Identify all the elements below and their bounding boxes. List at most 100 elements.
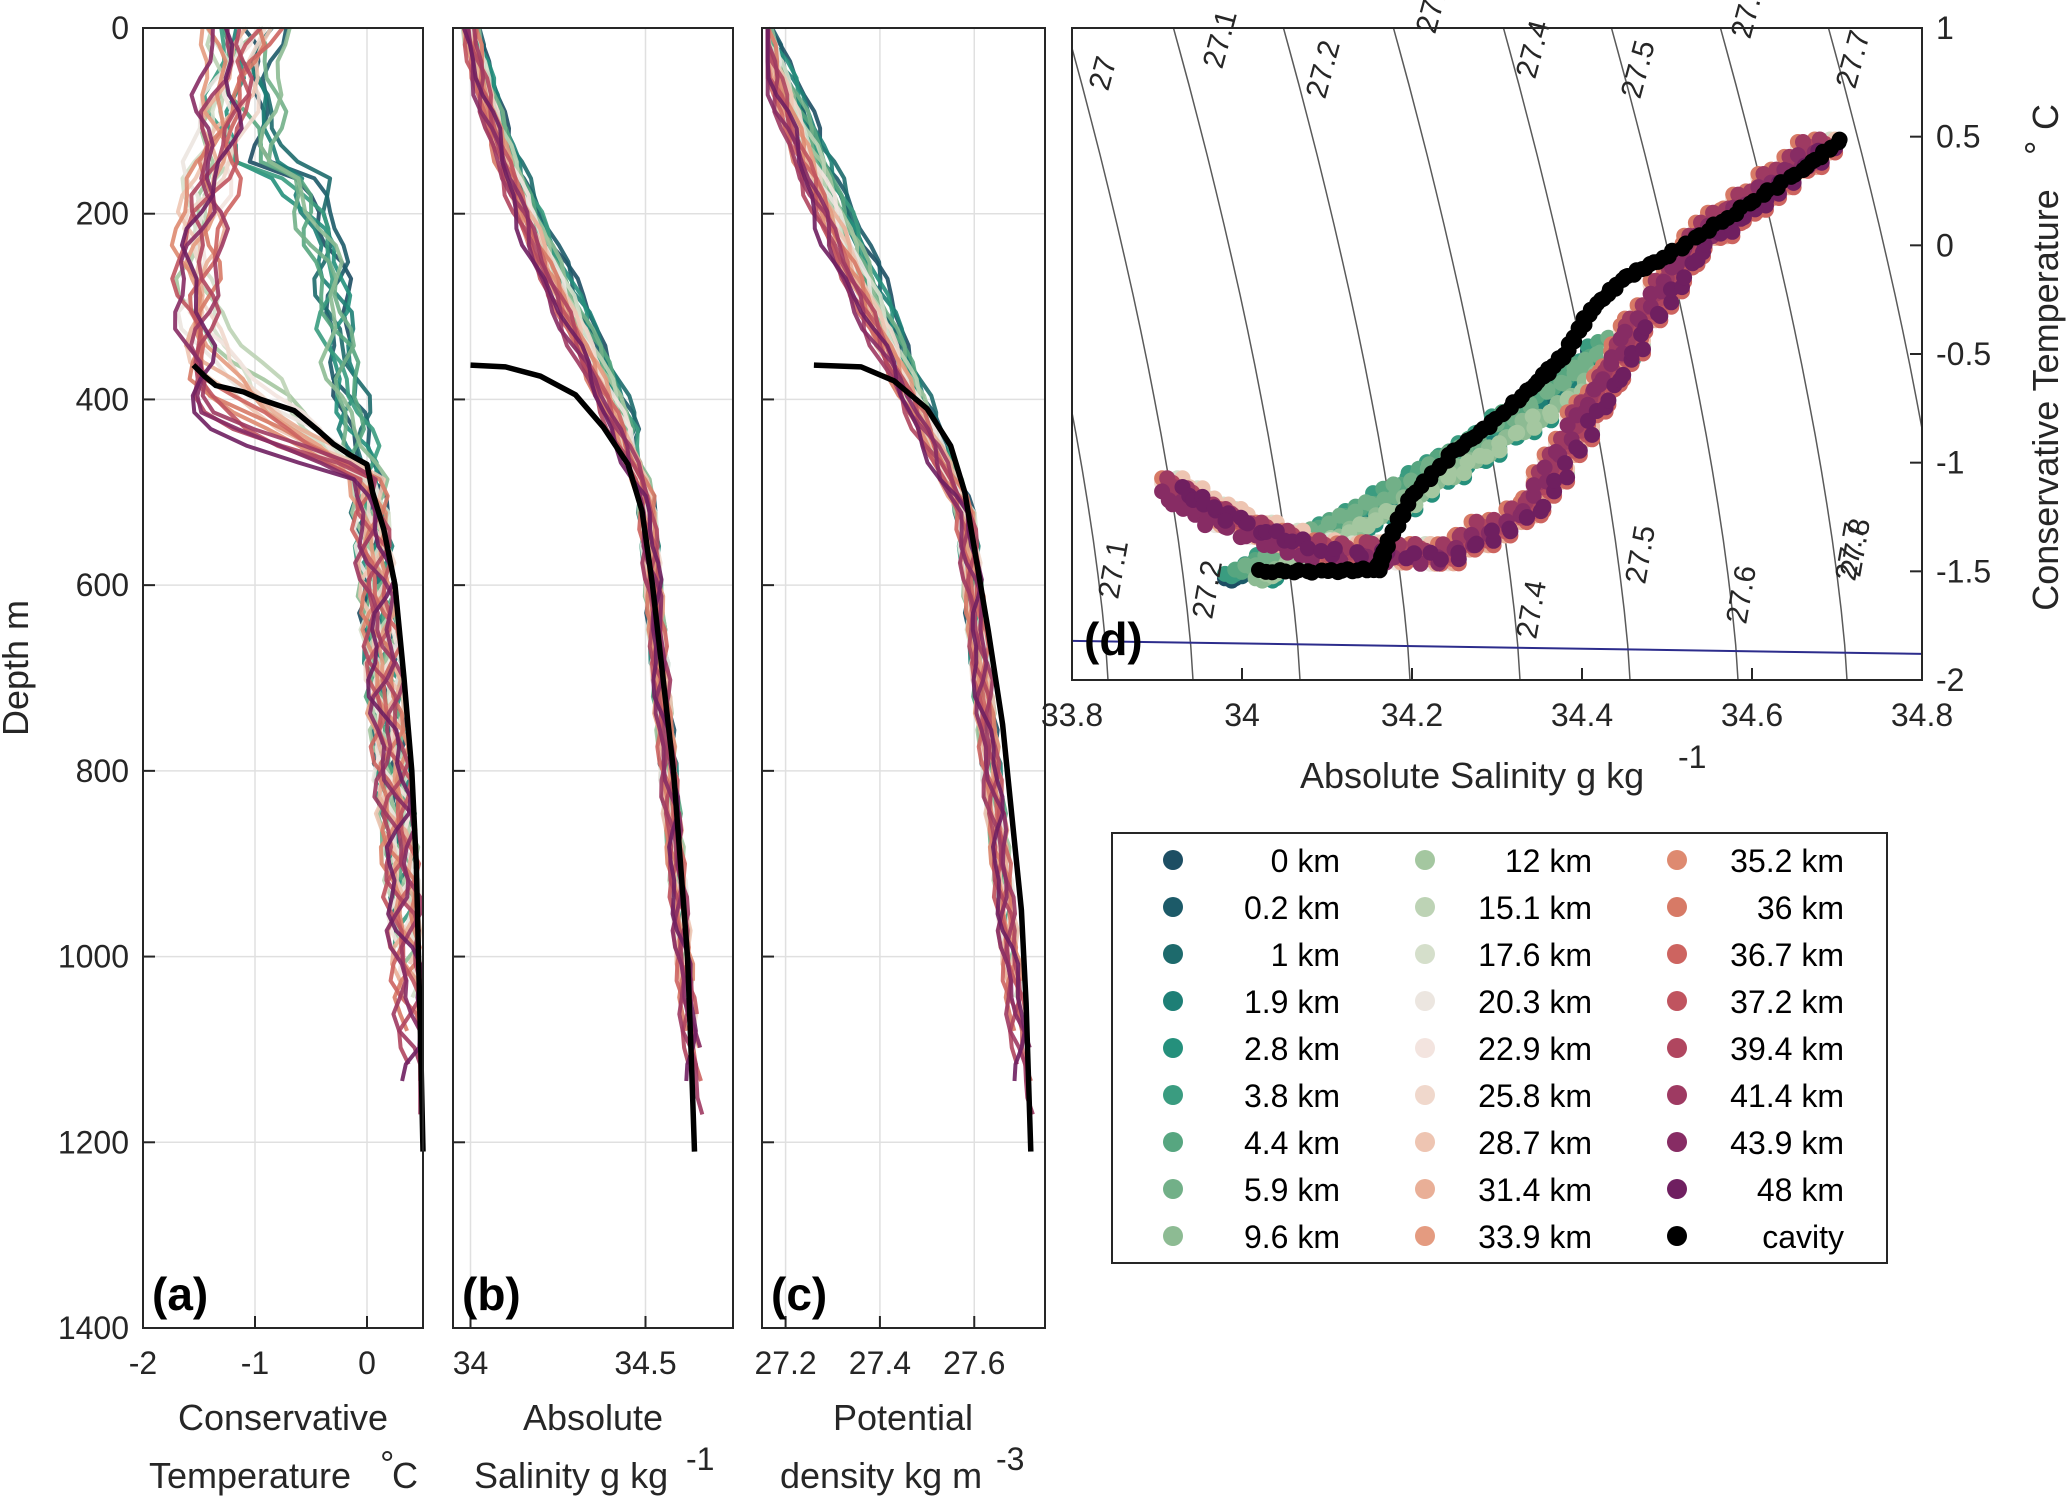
panel-d-xlabel: Absolute Salinity g kg bbox=[1300, 755, 1644, 796]
legend-marker bbox=[1415, 944, 1435, 964]
ts-point bbox=[1347, 503, 1364, 520]
panel-b-xlabel-superscript: -1 bbox=[686, 1441, 714, 1477]
legend-marker bbox=[1667, 1038, 1687, 1058]
x-tick-label: 34.2 bbox=[1381, 697, 1443, 733]
isopycnal-label-bottom: 27.4 bbox=[1510, 578, 1553, 641]
ts-point bbox=[1525, 477, 1542, 494]
legend-label: 20.3 km bbox=[1478, 984, 1592, 1020]
ts-point bbox=[1483, 522, 1500, 539]
panel-c-label: (c) bbox=[771, 1268, 827, 1320]
profile-line bbox=[173, 27, 423, 1048]
panel-b-axes-box bbox=[452, 27, 734, 1329]
ts-point bbox=[1547, 443, 1564, 460]
y-tick-label: 0 bbox=[111, 10, 129, 46]
panel-a-xlabel-degree: ° bbox=[380, 1443, 394, 1484]
isopycnal-label-top: 27 bbox=[1083, 53, 1124, 94]
legend-label: 35.2 km bbox=[1730, 843, 1844, 879]
x-tick-label: 34 bbox=[1224, 697, 1260, 733]
isopycnal-line bbox=[1719, 28, 1848, 680]
legend-marker bbox=[1163, 850, 1183, 870]
legend-marker bbox=[1415, 1226, 1435, 1246]
isopycnal-label-top: 27.1 bbox=[1197, 7, 1244, 72]
ts-point bbox=[1535, 498, 1552, 515]
isopycnal-label-bottom: 27.2 bbox=[1186, 558, 1229, 621]
legend-label: 17.6 km bbox=[1478, 937, 1592, 973]
ts-point bbox=[1519, 509, 1536, 526]
legend-marker bbox=[1415, 1132, 1435, 1152]
panel-a-xlabel-line1: Conservative bbox=[178, 1397, 388, 1438]
ts-point bbox=[1536, 459, 1553, 476]
legend-label: 37.2 km bbox=[1730, 984, 1844, 1020]
ts-point bbox=[1450, 544, 1467, 561]
legend-label: 4.4 km bbox=[1244, 1125, 1340, 1161]
legend-label: 36.7 km bbox=[1730, 937, 1844, 973]
panel-a-ylabel: Depth m bbox=[0, 600, 36, 736]
legend-label: 28.7 km bbox=[1478, 1125, 1592, 1161]
legend-marker bbox=[1415, 1179, 1435, 1199]
legend-label: 25.8 km bbox=[1478, 1078, 1592, 1114]
ts-point bbox=[1676, 269, 1693, 286]
panel-a-ticks: 0 200 400 600 800 1000 1200 1400-2 -1 0 bbox=[58, 10, 376, 1381]
ts-point bbox=[1663, 294, 1680, 311]
ts-point bbox=[1406, 545, 1423, 562]
ts-point bbox=[1831, 131, 1848, 148]
ts-point bbox=[1637, 319, 1654, 336]
panel-d-ylabel: Conservative Temperature bbox=[2025, 189, 2066, 611]
panel-b-salinity-profile: 34 34.5 (b) Absolute Salinity g kg -1 bbox=[452, 26, 734, 1496]
ts-point bbox=[1588, 346, 1605, 363]
panel-a-temperature-profile: 0 200 400 600 800 1000 1200 1400-2 -1 0 (a) Conse… bbox=[0, 10, 426, 1496]
panel-d-plot-area bbox=[1072, 28, 1922, 680]
legend-label: 3.8 km bbox=[1244, 1078, 1340, 1114]
panel-a-axes-box bbox=[142, 27, 424, 1329]
ts-point bbox=[1478, 448, 1494, 465]
isopycnal-line bbox=[1610, 28, 1739, 680]
legend-label: 1.9 km bbox=[1244, 984, 1340, 1020]
legend-label: 31.4 km bbox=[1478, 1172, 1592, 1208]
legend-marker bbox=[1163, 897, 1183, 917]
x-tick-label: 34.5 bbox=[614, 1345, 676, 1381]
ts-point bbox=[1326, 540, 1343, 557]
panel-a-label: (a) bbox=[152, 1268, 208, 1320]
panel-d-ylabel-unit: C bbox=[2025, 104, 2066, 130]
x-tick-label: 27.6 bbox=[943, 1345, 1005, 1381]
legend-marker bbox=[1415, 991, 1435, 1011]
ts-point bbox=[1468, 513, 1485, 530]
legend-label: 36 km bbox=[1757, 890, 1844, 926]
panel-a-xlabel-line2: Temperature bbox=[149, 1455, 351, 1496]
panel-c-profiles bbox=[765, 26, 1035, 1152]
legend-box bbox=[1111, 832, 1888, 1264]
legend-label: 5.9 km bbox=[1244, 1172, 1340, 1208]
isopycnal-line bbox=[1392, 28, 1521, 680]
y-tick-label: 1200 bbox=[58, 1124, 129, 1160]
legend-marker bbox=[1667, 1132, 1687, 1152]
ts-point bbox=[1491, 435, 1508, 452]
ts-point bbox=[1239, 515, 1256, 532]
profile-line bbox=[765, 28, 1027, 1082]
legend-marker bbox=[1163, 1038, 1183, 1058]
ts-point bbox=[1367, 512, 1384, 529]
ts-point bbox=[1584, 426, 1601, 443]
y-tick-label: -1.5 bbox=[1936, 553, 1991, 589]
y-tick-label: 400 bbox=[76, 381, 129, 417]
legend-label: 22.9 km bbox=[1478, 1031, 1592, 1067]
legend-items: 0 km 0.2 km 1 km 1.9 km 2.8 km 3.8 km 4.4 km 5.… bbox=[1163, 843, 1844, 1255]
legend-marker bbox=[1163, 1132, 1183, 1152]
legend-marker bbox=[1667, 991, 1687, 1011]
y-tick-label: 200 bbox=[76, 196, 129, 232]
legend-label: 33.9 km bbox=[1478, 1219, 1592, 1255]
legend-label: 9.6 km bbox=[1244, 1219, 1340, 1255]
legend-marker bbox=[1667, 850, 1687, 870]
ts-point bbox=[1467, 537, 1483, 554]
x-tick-label: 34.4 bbox=[1551, 697, 1613, 733]
ts-point bbox=[1542, 404, 1559, 421]
y-tick-label: 800 bbox=[76, 753, 129, 789]
legend-marker bbox=[1163, 944, 1183, 964]
ts-point bbox=[1557, 455, 1573, 472]
legend-marker bbox=[1667, 1226, 1687, 1246]
legend-marker bbox=[1163, 1179, 1183, 1199]
isopycnal-line bbox=[1072, 408, 1109, 680]
panel-b-xlabel-line2: Salinity g kg bbox=[474, 1455, 668, 1496]
isopycnal-label-top: 27.4 bbox=[1510, 17, 1557, 82]
y-tick-label: 0.5 bbox=[1936, 119, 1980, 155]
